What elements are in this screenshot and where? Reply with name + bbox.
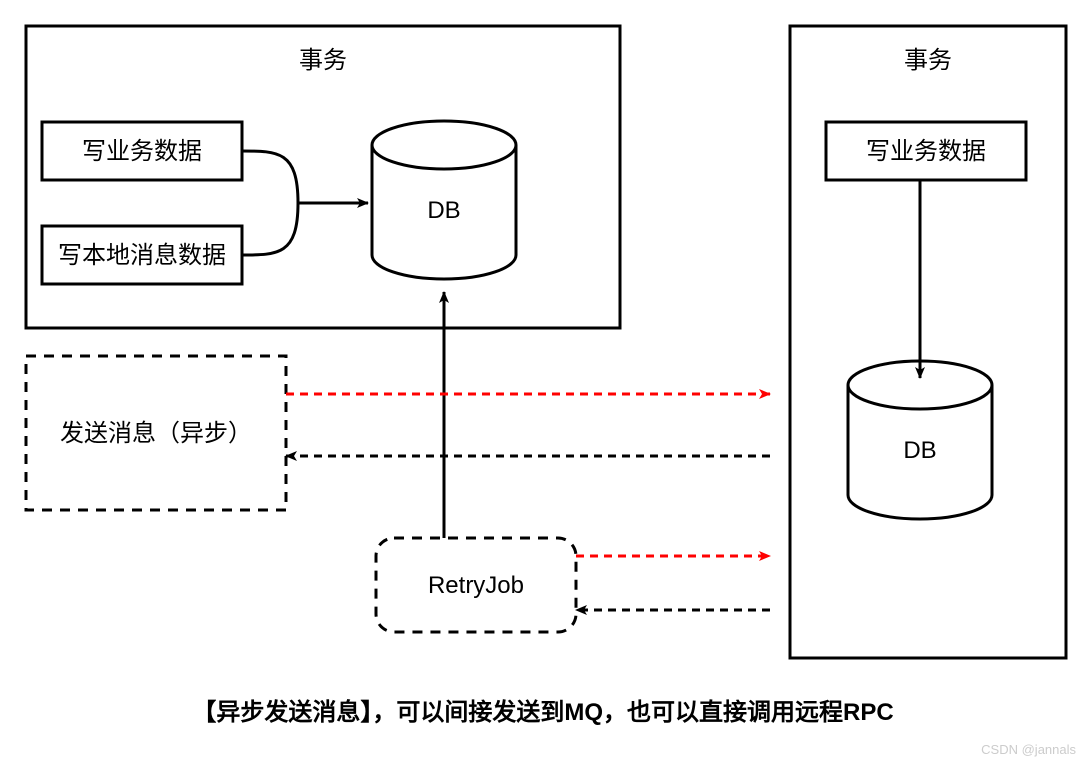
merge-curve-upper: [242, 151, 298, 203]
left-transaction-title: 事务: [299, 47, 347, 74]
write-local-msg-label: 写本地消息数据: [58, 242, 226, 269]
watermark-text: CSDN @jannals: [981, 742, 1076, 757]
caption-text: 【异步发送消息】，可以间接发送到MQ，也可以直接调用远程RPC: [192, 698, 893, 726]
right-write-business-label: 写业务数据: [866, 138, 986, 165]
write-business-data-label: 写业务数据: [82, 138, 202, 165]
right-db-icon-label: DB: [903, 437, 936, 464]
right-transaction-title: 事务: [904, 47, 952, 74]
left-db-icon-top: [372, 121, 516, 169]
left-db-icon-label: DB: [427, 197, 460, 224]
async-send-label: 发送消息（异步）: [60, 420, 252, 447]
retry-job-label: RetryJob: [428, 572, 524, 599]
merge-curve-lower: [242, 203, 298, 255]
